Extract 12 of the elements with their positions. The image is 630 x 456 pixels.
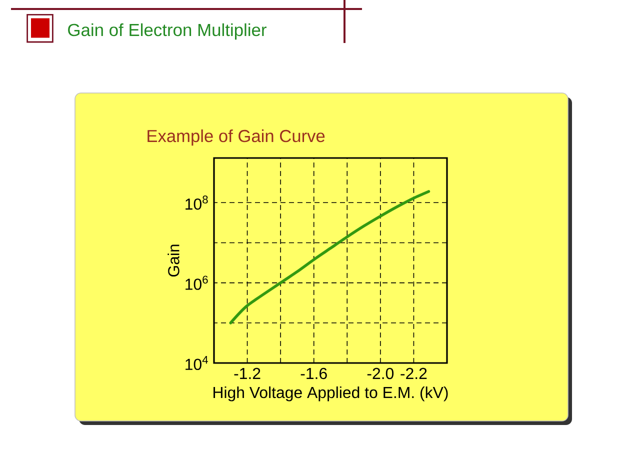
chart-subtitle: Example of Gain Curve xyxy=(148,129,325,146)
y-axis-title: Gain xyxy=(168,244,180,277)
chart-title: Gain of Electron Multiplier xyxy=(68,23,266,40)
y-tick-label: 10$^{4}$ xyxy=(186,356,208,370)
x-tick-label: -1.6 xyxy=(300,368,327,380)
x-tick-label: -2.2 xyxy=(400,368,427,379)
x-axis-title: High Voltage Applied to E.M. (kV) xyxy=(214,386,448,402)
line-series xyxy=(229,190,430,324)
x-tick-label: -1.2 xyxy=(234,368,260,379)
y-tick-label: 10$^{6}$ xyxy=(186,276,208,290)
y-tick-label: 10$^{8}$ xyxy=(186,196,208,210)
x-tick-label: -2.0 xyxy=(367,368,394,380)
